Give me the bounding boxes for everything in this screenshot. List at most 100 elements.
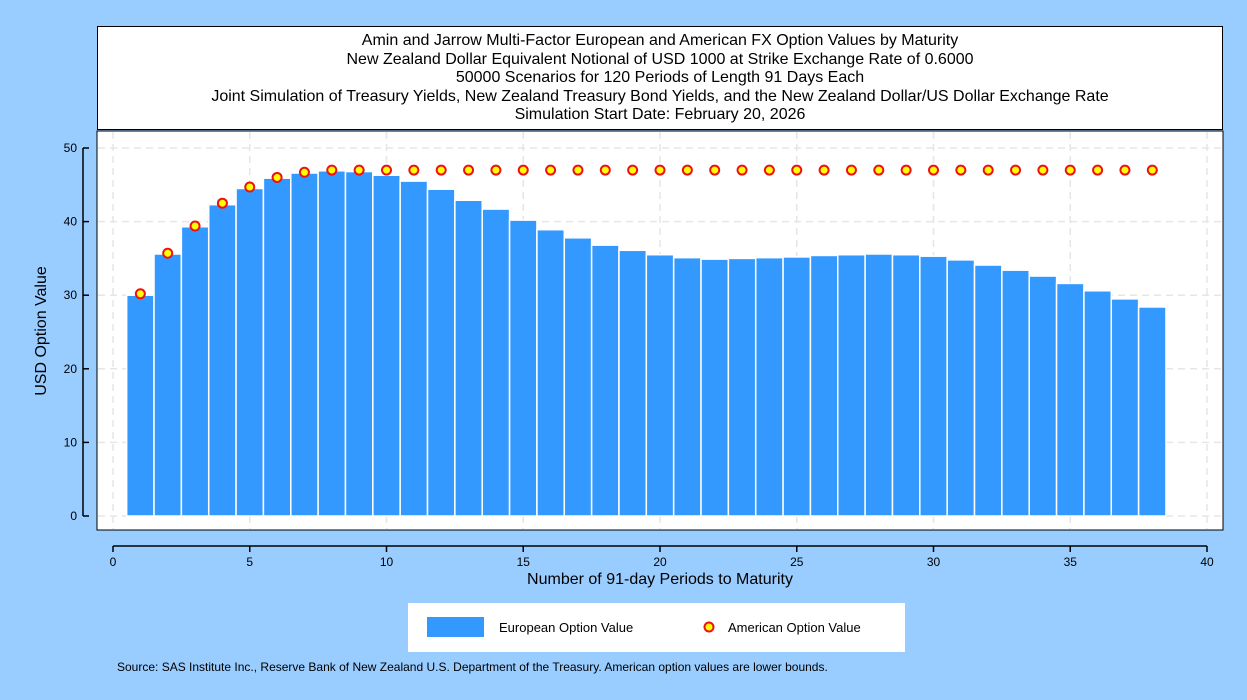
x-tick-label: 25 xyxy=(790,555,804,569)
point xyxy=(162,247,174,259)
bar xyxy=(1083,290,1113,517)
bar xyxy=(837,253,866,517)
x-tick-label: 35 xyxy=(1064,555,1078,569)
y-tick-label: 10 xyxy=(64,435,78,449)
point xyxy=(1092,164,1104,176)
legend-swatch-european xyxy=(427,617,484,637)
point xyxy=(1146,164,1158,176)
point xyxy=(1037,164,1049,176)
point xyxy=(134,288,146,300)
bar xyxy=(290,172,319,517)
bar xyxy=(864,253,894,517)
legend-label-european: European Option Value xyxy=(499,620,633,635)
bar xyxy=(426,188,456,517)
bar xyxy=(1110,298,1140,517)
bar xyxy=(536,228,566,517)
point xyxy=(599,164,611,176)
point xyxy=(353,164,365,176)
bar xyxy=(344,170,374,517)
bar xyxy=(590,244,620,517)
bar xyxy=(481,208,511,517)
chart-title-box: Amin and Jarrow Multi-Factor European an… xyxy=(97,26,1223,130)
point xyxy=(982,164,994,176)
point xyxy=(381,164,392,176)
chart-title-line-5: Simulation Start Date: February 20, 2026 xyxy=(514,106,806,124)
legend-box xyxy=(408,603,905,652)
point xyxy=(791,164,803,176)
point xyxy=(1064,164,1076,176)
chart-title-line-4: Joint Simulation of Treasury Yields, New… xyxy=(211,87,1109,105)
x-tick-label: 10 xyxy=(380,555,394,569)
point xyxy=(490,164,502,176)
point xyxy=(654,164,666,176)
point xyxy=(873,164,885,176)
bar xyxy=(180,226,210,517)
legend-label-american: American Option Value xyxy=(728,620,861,635)
point xyxy=(244,181,256,193)
bar xyxy=(809,254,839,517)
y-tick-label: 0 xyxy=(70,509,77,523)
american-points xyxy=(134,164,1158,300)
european-bars xyxy=(125,170,1167,517)
bar xyxy=(618,249,648,517)
x-tick-label: 30 xyxy=(927,555,941,569)
bar xyxy=(1055,282,1085,517)
bar xyxy=(563,237,593,517)
bar xyxy=(153,253,183,517)
point xyxy=(326,164,338,176)
y-tick-label: 30 xyxy=(64,288,78,302)
point xyxy=(572,164,584,176)
bar xyxy=(645,253,675,517)
point xyxy=(681,164,693,176)
point xyxy=(627,164,639,176)
point xyxy=(463,164,475,176)
legend-marker-american xyxy=(703,621,715,633)
y-axis: 0 10 20 30 40 50 xyxy=(64,141,89,523)
y-axis-label: USD Option Value xyxy=(33,266,50,396)
point xyxy=(845,164,857,176)
point xyxy=(818,164,830,176)
bar xyxy=(508,219,538,517)
point xyxy=(271,171,283,183)
bar xyxy=(125,294,155,517)
bar xyxy=(235,187,265,517)
bar xyxy=(891,253,921,517)
x-tick-label: 0 xyxy=(110,555,117,569)
bar xyxy=(1028,275,1058,517)
x-tick-label: 15 xyxy=(517,555,531,569)
point xyxy=(900,164,912,176)
x-axis: 0 5 10 15 20 25 30 35 40 xyxy=(110,545,1214,569)
x-tick-label: 5 xyxy=(246,555,253,569)
bar xyxy=(372,174,401,517)
point xyxy=(736,164,748,176)
chart-title-line-2: New Zealand Dollar Equivalent Notional o… xyxy=(346,50,974,68)
bar xyxy=(454,199,483,517)
point xyxy=(517,164,529,176)
bar xyxy=(317,170,347,517)
point xyxy=(709,164,721,176)
x-tick-label: 40 xyxy=(1200,555,1214,569)
x-axis-label: Number of 91-day Periods to Maturity xyxy=(527,571,793,588)
point xyxy=(298,166,310,178)
bar xyxy=(672,256,702,517)
bar xyxy=(754,256,784,517)
bar xyxy=(399,180,429,517)
source-note: Source: SAS Institute Inc., Reserve Bank… xyxy=(117,660,828,674)
point xyxy=(189,220,201,232)
bar xyxy=(1137,306,1167,517)
bar xyxy=(1001,269,1030,517)
point xyxy=(928,164,939,176)
bar xyxy=(262,177,292,517)
bar xyxy=(782,256,812,517)
bar xyxy=(973,264,1003,517)
point xyxy=(408,164,420,176)
point xyxy=(216,197,228,209)
bar xyxy=(207,203,237,517)
y-tick-label: 40 xyxy=(64,215,78,229)
x-tick-label: 20 xyxy=(653,555,667,569)
y-tick-label: 20 xyxy=(64,362,78,376)
bar xyxy=(946,259,976,517)
point xyxy=(1119,164,1131,176)
point xyxy=(955,164,967,176)
